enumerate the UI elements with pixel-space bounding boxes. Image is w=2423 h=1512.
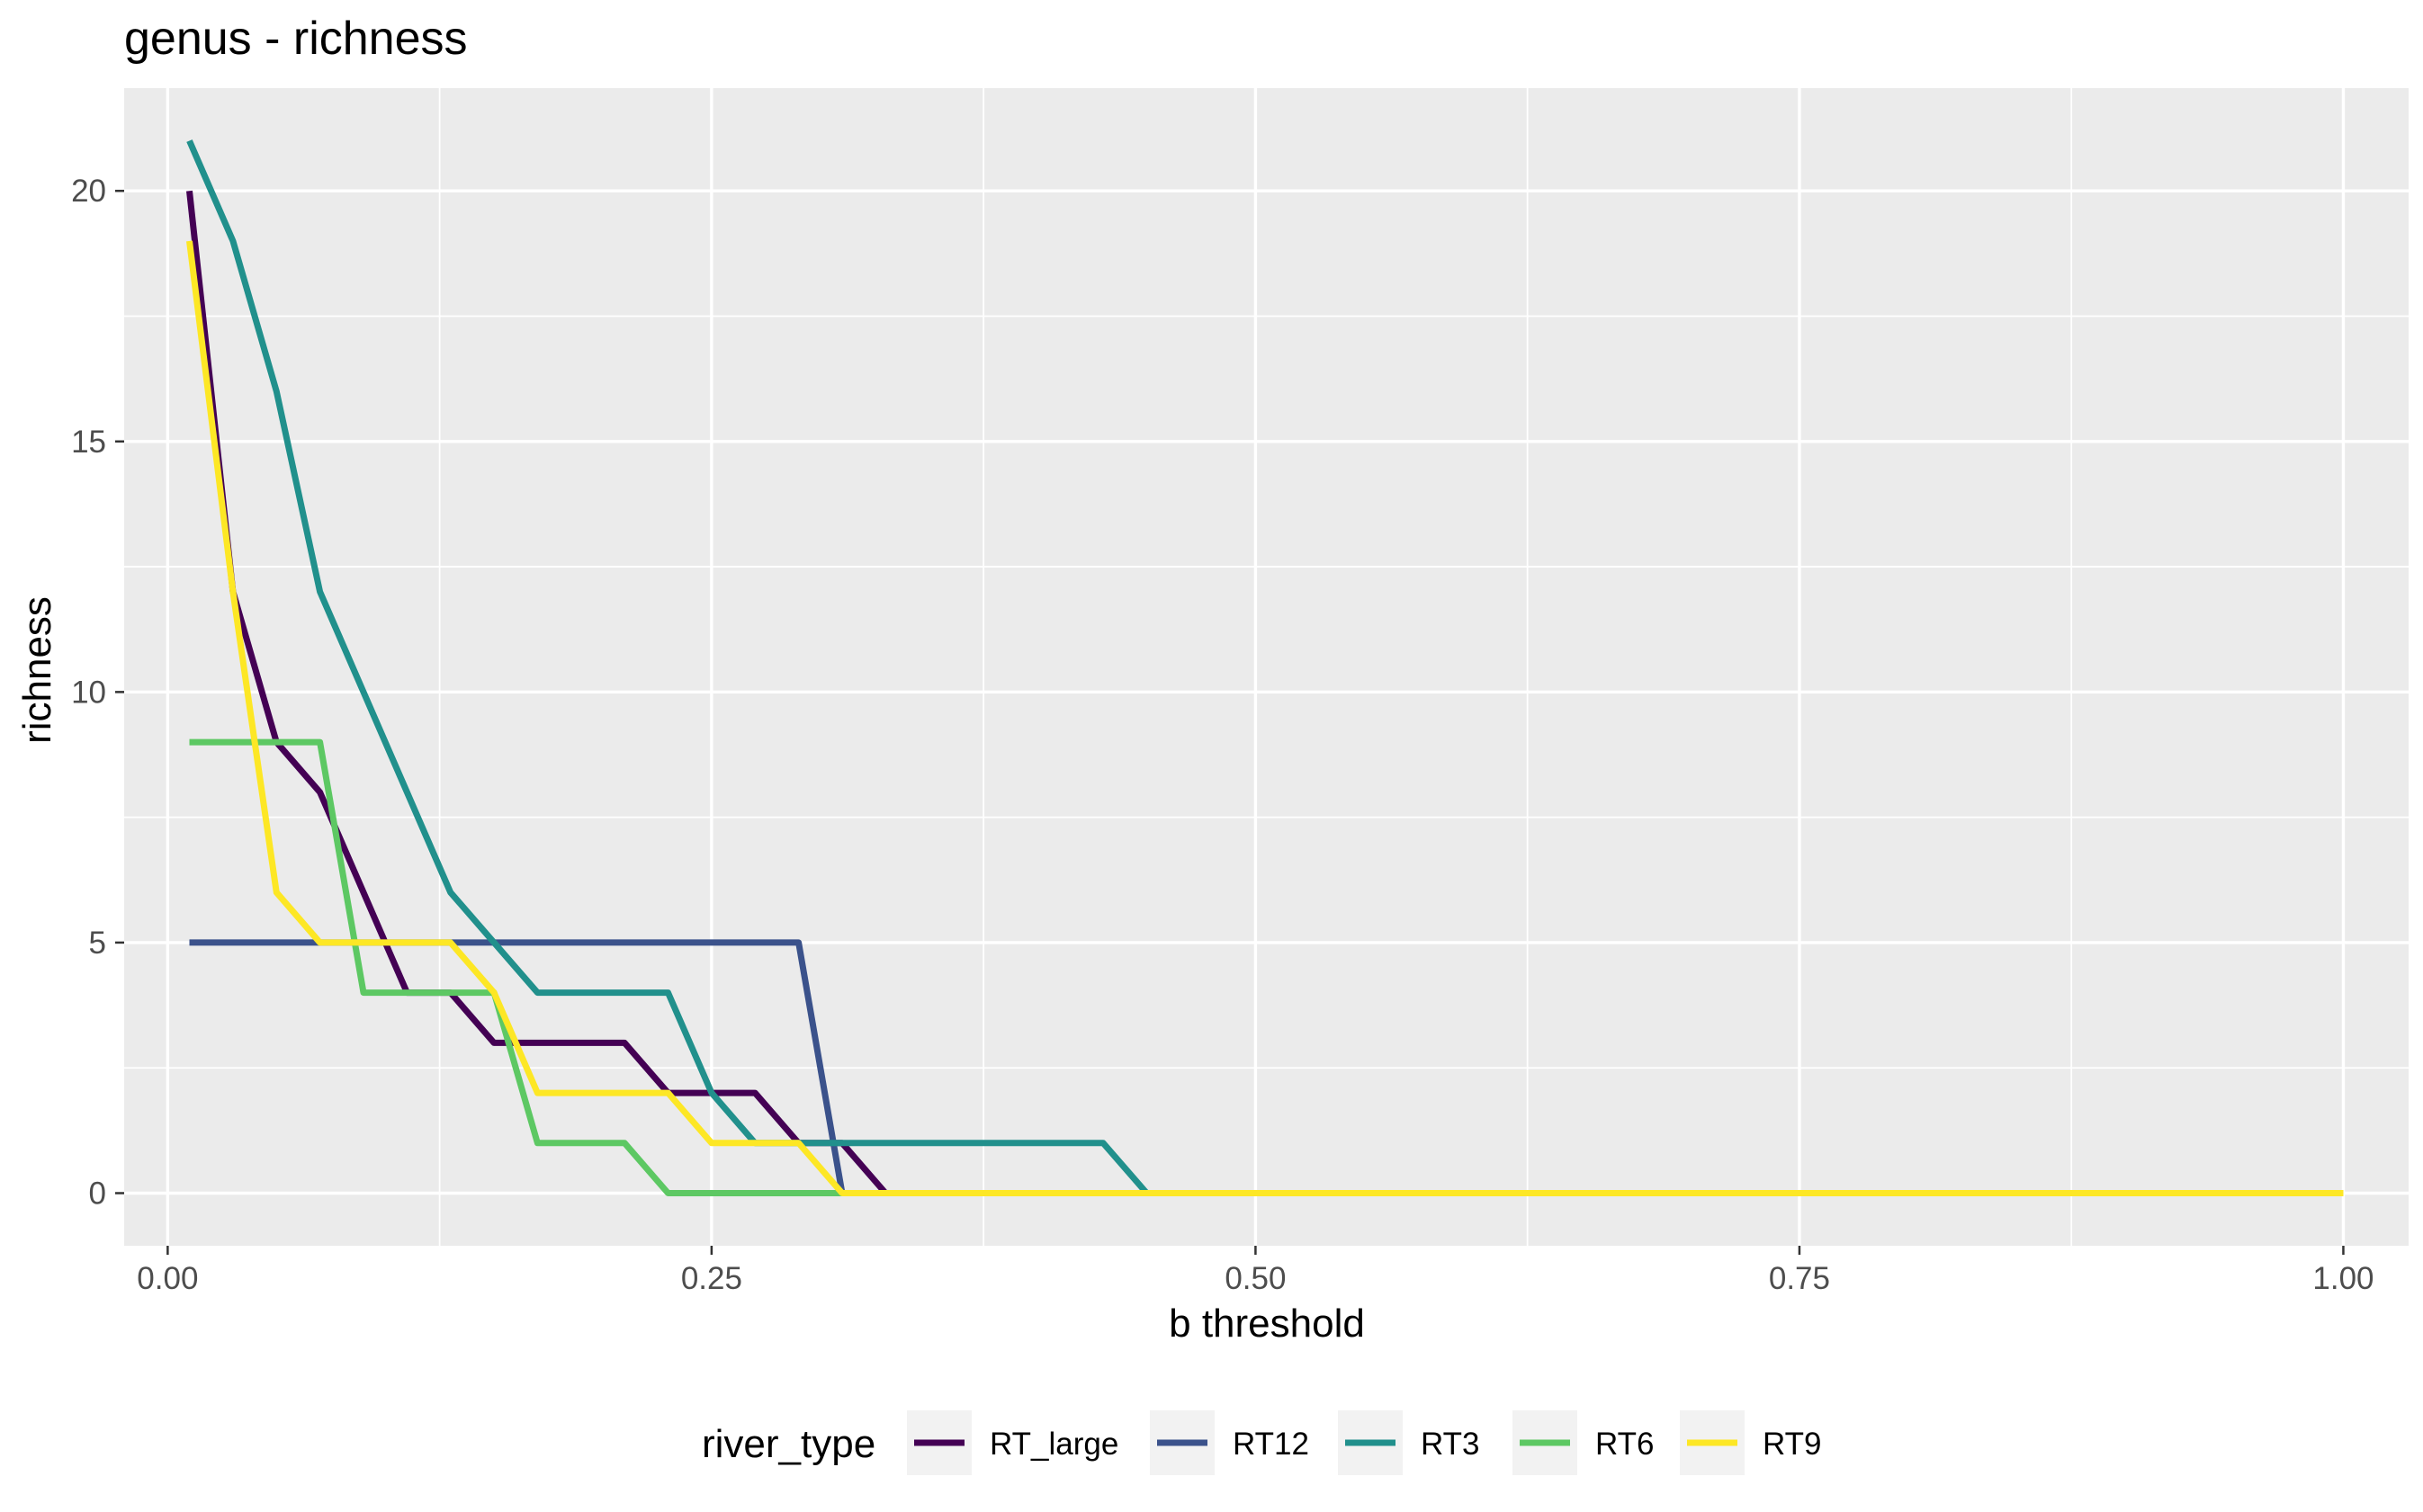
series-line-RT6 <box>189 738 2344 1196</box>
y-tick-label: 0 <box>89 1176 106 1212</box>
series-line-RT3 <box>186 139 2344 1196</box>
x-axis: 0.00 0.25 0.50 0.75 1.00 <box>137 1246 2374 1296</box>
legend-label-RT6: RT6 <box>1595 1427 1655 1462</box>
x-tick-label: 0.00 <box>137 1261 198 1296</box>
legend-label-RT_large: RT_large <box>990 1427 1118 1462</box>
plot-panel <box>124 88 2409 1246</box>
x-tick-label: 0.75 <box>1769 1261 1830 1296</box>
y-tick-label: 20 <box>71 174 106 209</box>
y-tick-label: 5 <box>89 926 106 961</box>
x-tick-label: 0.25 <box>681 1261 742 1296</box>
y-axis-title: richness <box>15 596 59 744</box>
legend-label-RT9: RT9 <box>1763 1427 1822 1462</box>
grid-minor <box>124 88 2409 1246</box>
legend: river_type RT_large RT12 RT3 RT6 RT9 <box>702 1410 1822 1475</box>
chart-title: genus - richness <box>124 13 468 65</box>
legend-label-RT3: RT3 <box>1421 1427 1480 1462</box>
x-axis-title: b threshold <box>1169 1302 1365 1346</box>
y-tick-label: 15 <box>71 425 106 460</box>
y-tick-label: 10 <box>71 675 106 710</box>
series-line-RT12 <box>189 939 2344 1196</box>
x-tick-label: 0.50 <box>1225 1261 1286 1296</box>
series-line-RT9 <box>186 240 2344 1196</box>
legend-label-RT12: RT12 <box>1233 1427 1309 1462</box>
legend-title: river_type <box>702 1422 875 1466</box>
y-axis: 0 5 10 15 20 <box>71 174 124 1212</box>
x-tick-label: 1.00 <box>2312 1261 2374 1296</box>
series-layer <box>186 139 2344 1196</box>
